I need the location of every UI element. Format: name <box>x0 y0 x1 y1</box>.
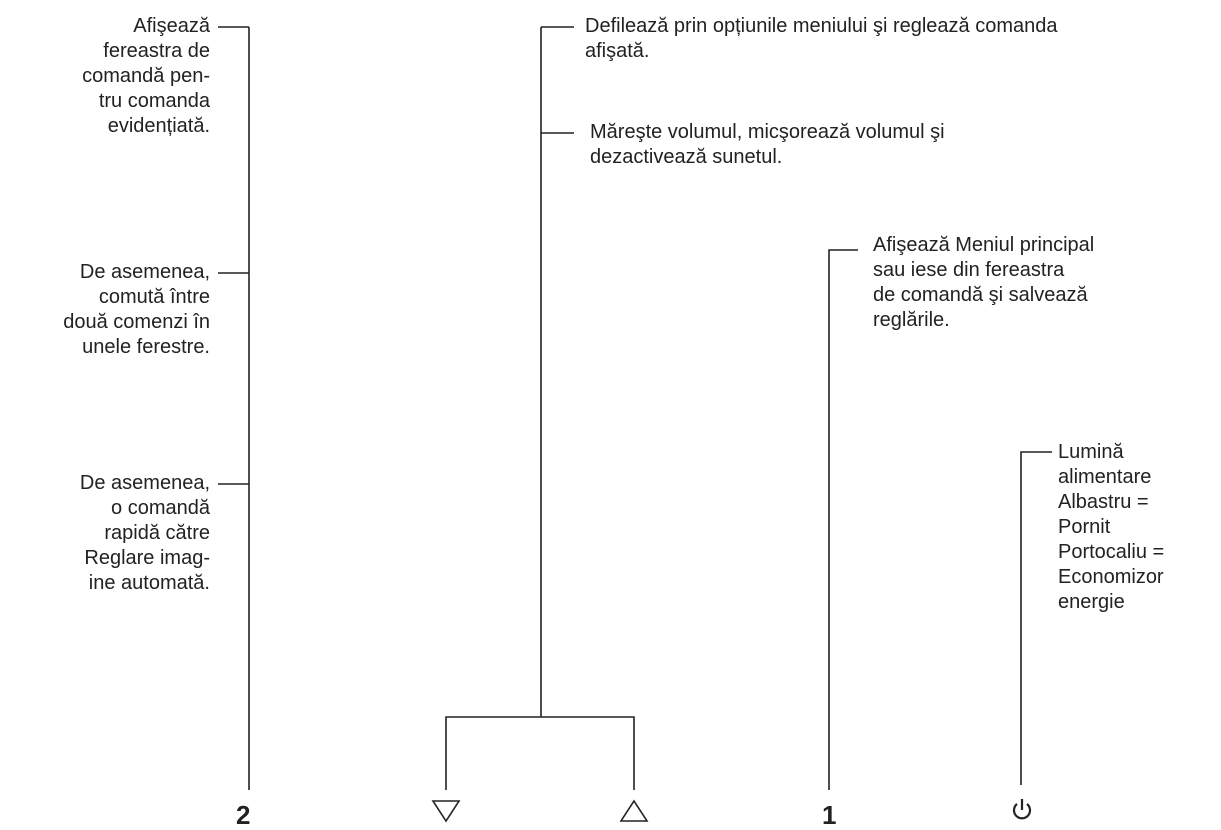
up-arrow-button[interactable] <box>618 798 650 824</box>
button1-menu-label: Afişează Meniul principal sau iese din f… <box>873 234 1095 331</box>
up-triangle-icon <box>619 799 649 822</box>
arrows-bracket <box>445 716 635 790</box>
down-triangle-icon <box>431 800 461 823</box>
button2-select-label: Afişează fereastra de comandă pen- tru c… <box>82 15 210 137</box>
power-leader-line <box>1020 451 1052 785</box>
arrows-volume-label: Măreşte volumul, micşorează volumul şi d… <box>590 121 945 168</box>
arrows-scroll-label: Defilează prin opțiunile meniului şi reg… <box>585 15 1058 62</box>
power-icon <box>1012 799 1032 820</box>
power-button[interactable] <box>1009 796 1035 824</box>
button1-leader-line <box>828 249 858 790</box>
button-2[interactable]: 2 <box>236 800 251 830</box>
button2-toggle-label: De asemenea, comută între două comenzi î… <box>63 261 210 358</box>
down-arrow-button[interactable] <box>430 798 462 824</box>
button2-auto-label: De asemenea, o comandă rapidă către Regl… <box>79 472 210 594</box>
power-light-label: Lumină alimentare Albastru = Pornit Port… <box>1058 441 1165 613</box>
button-1[interactable]: 1 <box>822 800 837 830</box>
